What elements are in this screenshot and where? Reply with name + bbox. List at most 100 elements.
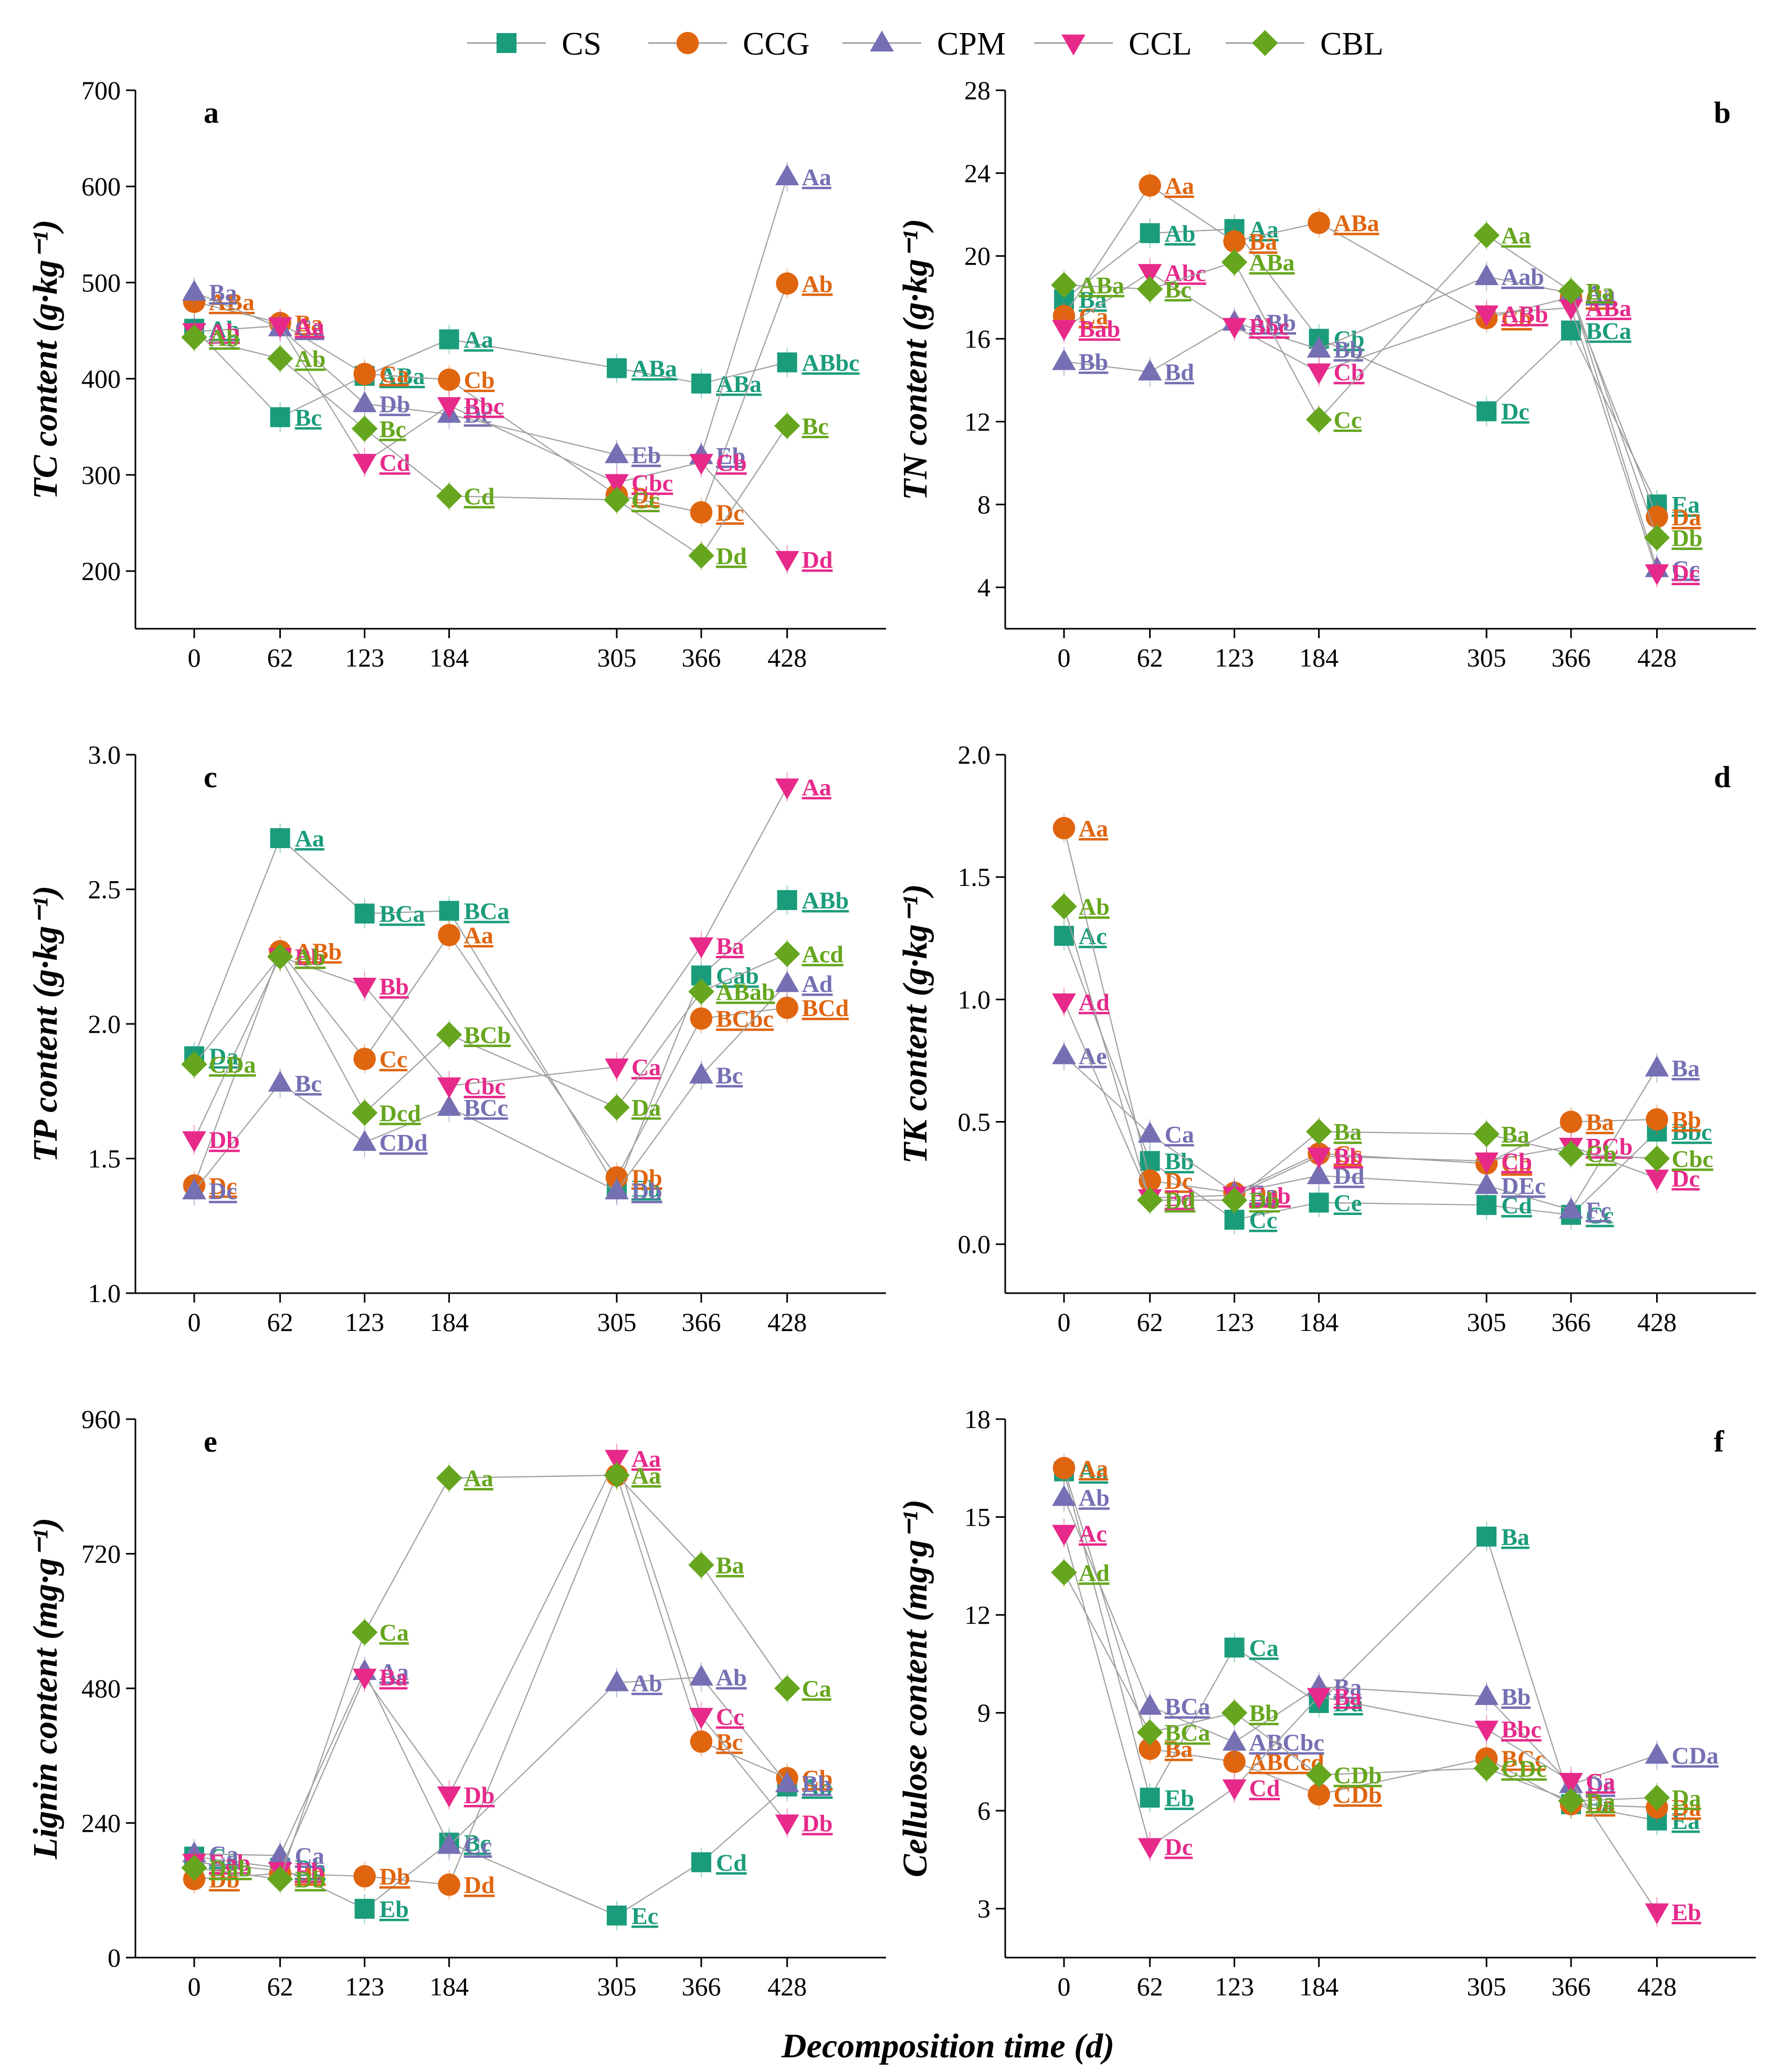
panel-b: 4 8 12 16 20 24 28 0 62 123 184 305 366 428 TN content… xyxy=(896,76,1756,672)
significance-label: Aa xyxy=(295,313,324,340)
significance-label: Ca xyxy=(380,361,409,387)
data-point xyxy=(1221,1187,1248,1213)
significance-label: Ba xyxy=(1165,1736,1193,1762)
data-point xyxy=(268,317,292,339)
data-point xyxy=(1305,406,1332,433)
data-point xyxy=(1474,305,1499,326)
data-point xyxy=(688,1552,714,1578)
x-tick-label: 123 xyxy=(345,1307,384,1337)
y-tick-label: 12 xyxy=(964,1600,991,1630)
significance-label: Cc xyxy=(631,487,660,513)
significance-label: BCa xyxy=(1165,1693,1210,1720)
data-point xyxy=(1474,264,1499,286)
significance-label: Bb xyxy=(1334,1143,1363,1170)
significance-label: Db xyxy=(295,1866,326,1893)
significance-label: Dc xyxy=(631,482,660,509)
data-point xyxy=(1137,1838,1162,1859)
significance-label: Bab xyxy=(1079,315,1120,342)
data-point xyxy=(436,1465,462,1491)
legend-marker-cs xyxy=(497,33,517,53)
significance-label: Aa xyxy=(802,164,831,191)
data-point xyxy=(689,937,713,958)
data-point xyxy=(267,944,293,970)
significance-label: ABa xyxy=(1079,272,1124,299)
y-tick-label: 4 xyxy=(977,573,991,602)
series-line xyxy=(194,1670,788,1856)
significance-label: Cb xyxy=(802,1765,833,1792)
significance-label: Cbc xyxy=(1672,1146,1713,1172)
legend-item-cbl: CBL xyxy=(1226,26,1384,62)
data-point xyxy=(774,413,800,439)
significance-label: Bb xyxy=(1501,1684,1531,1710)
data-point xyxy=(1558,278,1584,304)
y-tick-label: 15 xyxy=(964,1503,991,1532)
significance-label: Ba xyxy=(1501,1121,1530,1148)
significance-label: Dd xyxy=(464,1872,495,1898)
data-point xyxy=(1051,893,1077,919)
data-point xyxy=(1561,320,1581,341)
data-point xyxy=(1136,1719,1163,1746)
significance-label: Aa xyxy=(1249,216,1279,242)
significance-label: Ca xyxy=(295,1842,324,1869)
significance-label: Ab xyxy=(1165,220,1196,247)
data-point xyxy=(1476,1526,1497,1547)
data-point xyxy=(437,1095,461,1116)
data-point xyxy=(270,407,290,427)
x-axis-title: Decomposition time (d) xyxy=(781,2027,1114,2065)
data-point xyxy=(605,1178,629,1200)
data-point xyxy=(1558,1788,1584,1814)
significance-label: Eab xyxy=(1249,1182,1291,1209)
significance-label: Db xyxy=(209,1127,240,1154)
significance-label: Aa xyxy=(1079,1458,1108,1485)
data-point xyxy=(777,890,797,911)
x-tick-label: 123 xyxy=(1215,643,1254,672)
significance-label: ABa xyxy=(1334,210,1379,237)
x-tick-label: 0 xyxy=(188,1307,201,1337)
x-tick-label: 366 xyxy=(1551,1972,1590,2001)
data-point xyxy=(689,453,713,475)
significance-label: Ba xyxy=(1334,1118,1362,1145)
significance-label: Dd xyxy=(1165,1187,1196,1214)
y-tick-label: 0 xyxy=(108,1943,121,1972)
significance-label: Cc xyxy=(1334,1140,1362,1167)
data-point xyxy=(1140,1788,1160,1808)
significance-label: Bc xyxy=(295,1070,322,1097)
significance-label: Cd xyxy=(380,449,410,476)
data-point xyxy=(688,978,714,1005)
significance-label: BCd xyxy=(802,995,849,1021)
significance-label: ABab xyxy=(716,978,775,1005)
data-point xyxy=(1309,1192,1329,1213)
data-point xyxy=(436,1021,462,1048)
significance-label: Ad xyxy=(1079,1559,1110,1586)
significance-label: Dd xyxy=(1334,1162,1365,1189)
significance-label: Cb xyxy=(1334,359,1365,386)
data-point xyxy=(437,1833,461,1854)
data-point xyxy=(181,1855,207,1881)
significance-label: Fc xyxy=(1586,1197,1611,1223)
data-point xyxy=(267,345,293,372)
data-point xyxy=(1473,1755,1500,1782)
y-tick-label: 2.5 xyxy=(88,875,121,904)
significance-label: Aa xyxy=(1165,173,1194,199)
y-tick-label: 24 xyxy=(964,158,991,188)
data-point xyxy=(775,971,799,992)
significance-label: CDb xyxy=(1334,1781,1382,1808)
x-tick-label: 62 xyxy=(267,1972,293,2001)
data-point xyxy=(776,996,798,1019)
significance-label: Bc xyxy=(464,1830,491,1856)
data-point xyxy=(438,1873,460,1896)
legend-item-ccl: CCL xyxy=(1034,26,1192,62)
significance-label: BCa xyxy=(1586,318,1631,344)
x-tick-label: 0 xyxy=(1058,1972,1071,2001)
data-point xyxy=(606,358,627,378)
y-tick-label: 2.0 xyxy=(958,740,991,769)
series-ccl: Ac Dc Cd Ba Bbc Ca Eb xyxy=(1052,1518,1701,1927)
significance-label: Ea xyxy=(1672,1807,1700,1834)
data-point xyxy=(1307,363,1331,385)
x-tick-label: 184 xyxy=(429,1972,469,2001)
x-tick-label: 428 xyxy=(1637,1307,1677,1337)
data-point xyxy=(270,828,290,849)
significance-label: Cd xyxy=(464,483,495,510)
significance-label: Ca xyxy=(1586,1768,1615,1795)
